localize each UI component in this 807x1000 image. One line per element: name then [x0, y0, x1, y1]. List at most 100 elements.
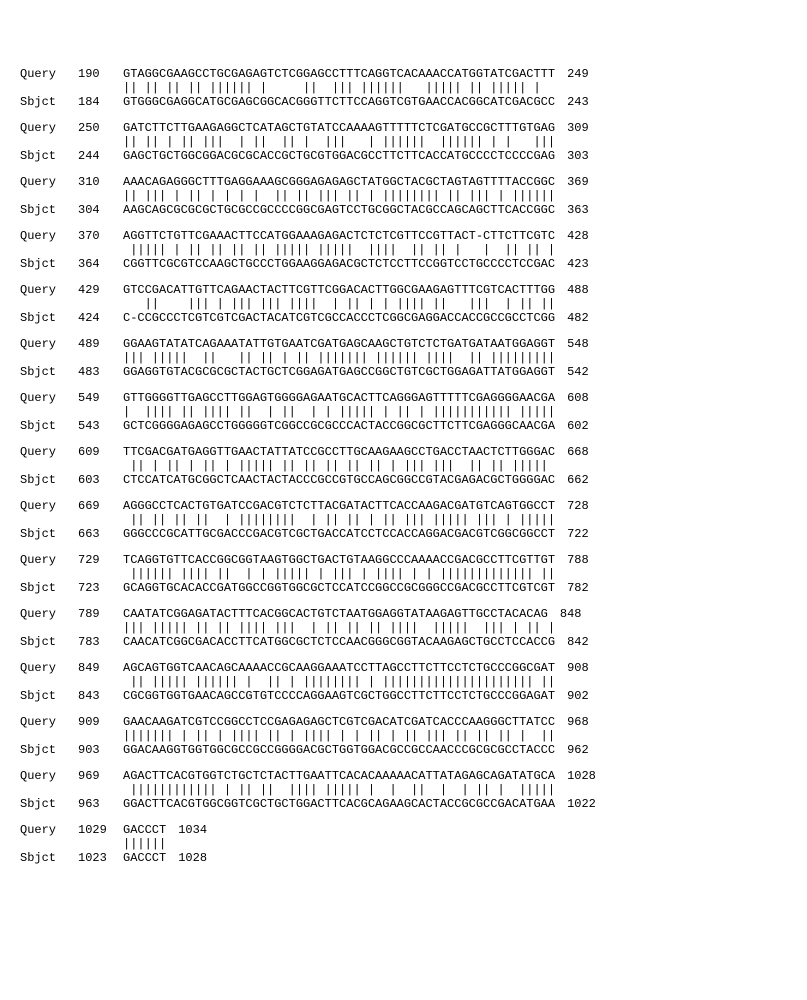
query-sequence: GTTGGGGTTGAGCCTTGGAGTGGGGAGAATGCACTTCAGG… [123, 392, 555, 404]
query-start: 429 [78, 284, 123, 296]
subject-end: 842 [567, 636, 589, 648]
query-sequence: GAACAAGATCGTCCGGCCTCCGAGAGAGCTCGTCGACATC… [123, 716, 555, 728]
query-sequence: GTCCGACATTGTTCAGAACTACTTCGTTCGGACACTTGGC… [123, 284, 555, 296]
query-row: Query310AAACAGAGGGCTTTGAGGAAAGCGGGAGAGAG… [20, 176, 787, 190]
subject-start: 424 [78, 312, 123, 324]
match-line: || || | || ||| | || || | ||| | |||||| ||… [123, 136, 555, 148]
query-end: 428 [567, 230, 589, 242]
match-row: || | || | || | ||||| || || || || || | ||… [20, 460, 787, 474]
match-row: || || | || ||| | || || | ||| | |||||| ||… [20, 136, 787, 150]
query-sequence: GTAGGCGAAGCCTGCGAGAGTCTCGGAGCCTTTCAGGTCA… [123, 68, 555, 80]
query-start: 250 [78, 122, 123, 134]
alignment-block: Query849AGCAGTGGTCAACAGCAAAACCGCAAGGAAAT… [20, 662, 787, 704]
query-sequence: TTCGACGATGAGGTTGAACTATTATCCGCCTTGCAAGAAG… [123, 446, 555, 458]
query-start: 849 [78, 662, 123, 674]
match-row: | |||| || |||| || | || | | ||||| | || | … [20, 406, 787, 420]
subject-sequence: GGACTTCACGTGGCGGTCGCTGCTGGACTTCACGCAGAAG… [123, 798, 555, 810]
match-line: || || || || |||||| | || ||| |||||| |||||… [123, 82, 555, 94]
subject-end: 423 [567, 258, 589, 270]
query-label: Query [20, 662, 78, 674]
query-sequence: GACCCT [123, 824, 166, 836]
subject-label: Sbjct [20, 258, 78, 270]
subject-label: Sbjct [20, 798, 78, 810]
query-row: Query669AGGGCCTCACTGTGATCCGACGTCTCTTACGA… [20, 500, 787, 514]
query-sequence: CAATATCGGAGATACTTTCACGGCACTGTCTAATGGAGGT… [123, 608, 548, 620]
query-start: 489 [78, 338, 123, 350]
alignment-block: Query609TTCGACGATGAGGTTGAACTATTATCCGCCTT… [20, 446, 787, 488]
query-row: Query190GTAGGCGAAGCCTGCGAGAGTCTCGGAGCCTT… [20, 68, 787, 82]
match-line: ||||| | || || || || ||||| ||||| |||| || … [123, 244, 555, 256]
subject-sequence: CGGTTCGCGTCCAAGCTGCCCTGGAAGGAGACGCTCTCCT… [123, 258, 555, 270]
query-sequence: AAACAGAGGGCTTTGAGGAAAGCGGGAGAGAGCTATGGCT… [123, 176, 555, 188]
subject-row: Sbjct543GCTCGGGGAGAGCCTGGGGGTCGGCCGCGCCC… [20, 420, 787, 434]
alignment-block: Query429GTCCGACATTGTTCAGAACTACTTCGTTCGGA… [20, 284, 787, 326]
subject-label: Sbjct [20, 744, 78, 756]
subject-start: 364 [78, 258, 123, 270]
subject-start: 663 [78, 528, 123, 540]
subject-end: 782 [567, 582, 589, 594]
match-row: |||||| [20, 838, 787, 852]
match-row: |||||||||||| | || || |||| ||||| | | || |… [20, 784, 787, 798]
subject-start: 963 [78, 798, 123, 810]
query-row: Query429GTCCGACATTGTTCAGAACTACTTCGTTCGGA… [20, 284, 787, 298]
query-row: Query729TCAGGTGTTCACCGGCGGTAAGTGGCTGACTG… [20, 554, 787, 568]
query-label: Query [20, 770, 78, 782]
match-line: || | || | || | ||||| || || || || || | ||… [123, 460, 548, 472]
subject-end: 243 [567, 96, 589, 108]
subject-sequence: AAGCAGCGCGCGCTGCGCCGCCCCGGCGAGTCCTGCGGCT… [123, 204, 555, 216]
query-start: 669 [78, 500, 123, 512]
subject-end: 1028 [178, 852, 207, 864]
query-end: 788 [567, 554, 589, 566]
query-label: Query [20, 392, 78, 404]
match-line: |||||| |||| || | | ||||| | ||| | |||| | … [123, 568, 555, 580]
subject-end: 902 [567, 690, 589, 702]
alignment-block: Query729TCAGGTGTTCACCGGCGGTAAGTGGCTGACTG… [20, 554, 787, 596]
subject-row: Sbjct424C-CCGCCCTCGTCGTCGACTACATCGTCGCCA… [20, 312, 787, 326]
subject-end: 1022 [567, 798, 596, 810]
match-row: ||||| | || || || || ||||| ||||| |||| || … [20, 244, 787, 258]
match-row: || || || || |||||| | || ||| |||||| |||||… [20, 82, 787, 96]
query-end: 728 [567, 500, 589, 512]
query-label: Query [20, 500, 78, 512]
match-row: ||| ||||| || || || | || ||||||| |||||| |… [20, 352, 787, 366]
subject-row: Sbjct1023GACCCT1028 [20, 852, 787, 866]
subject-end: 662 [567, 474, 589, 486]
subject-label: Sbjct [20, 150, 78, 162]
query-sequence: GGAAGTATATCAGAAATATTGTGAATCGATGAGCAAGCTG… [123, 338, 555, 350]
query-label: Query [20, 554, 78, 566]
query-label: Query [20, 230, 78, 242]
subject-start: 1023 [78, 852, 123, 864]
alignment-block: Query310AAACAGAGGGCTTTGAGGAAAGCGGGAGAGAG… [20, 176, 787, 218]
query-sequence: AGACTTCACGTGGTCTGCTCTACTTGAATTCACACAAAAA… [123, 770, 555, 782]
query-sequence: AGGTTCTGTTCGAAACTTCCATGGAAAGAGACTCTCTCGT… [123, 230, 555, 242]
subject-start: 903 [78, 744, 123, 756]
subject-sequence: CAACATCGGCGACACCTTCATGGCGCTCTCCAACGGGCGG… [123, 636, 555, 648]
match-line: |||||| [123, 838, 166, 850]
alignment-block: Query669AGGGCCTCACTGTGATCCGACGTCTCTTACGA… [20, 500, 787, 542]
query-row: Query789CAATATCGGAGATACTTTCACGGCACTGTCTA… [20, 608, 787, 622]
subject-end: 962 [567, 744, 589, 756]
subject-end: 602 [567, 420, 589, 432]
subject-label: Sbjct [20, 204, 78, 216]
query-label: Query [20, 608, 78, 620]
query-end: 668 [567, 446, 589, 458]
query-start: 909 [78, 716, 123, 728]
subject-sequence: GGACAAGGTGGTGGCGCCGCCGGGGACGCTGGTGGACGCC… [123, 744, 555, 756]
subject-sequence: GTGGGCGAGGCATGCGAGCGGCACGGGTTCTTCCAGGTCG… [123, 96, 555, 108]
query-sequence: AGGGCCTCACTGTGATCCGACGTCTCTTACGATACTTCAC… [123, 500, 555, 512]
query-label: Query [20, 176, 78, 188]
match-line: |||||||||||| | || || |||| ||||| | | || |… [123, 784, 555, 796]
query-label: Query [20, 284, 78, 296]
subject-row: Sbjct304AAGCAGCGCGCGCTGCGCCGCCCCGGCGAGTC… [20, 204, 787, 218]
query-end: 908 [567, 662, 589, 674]
match-line: || ||| | ||| ||| |||| | || | | |||| || |… [123, 298, 555, 310]
match-row: || ||| | ||| ||| |||| | || | | |||| || |… [20, 298, 787, 312]
subject-label: Sbjct [20, 582, 78, 594]
subject-start: 244 [78, 150, 123, 162]
subject-row: Sbjct244GAGCTGCTGGCGGACGCGCACCGCTGCGTGGA… [20, 150, 787, 164]
subject-end: 303 [567, 150, 589, 162]
query-row: Query609TTCGACGATGAGGTTGAACTATTATCCGCCTT… [20, 446, 787, 460]
subject-label: Sbjct [20, 312, 78, 324]
query-start: 969 [78, 770, 123, 782]
subject-label: Sbjct [20, 690, 78, 702]
